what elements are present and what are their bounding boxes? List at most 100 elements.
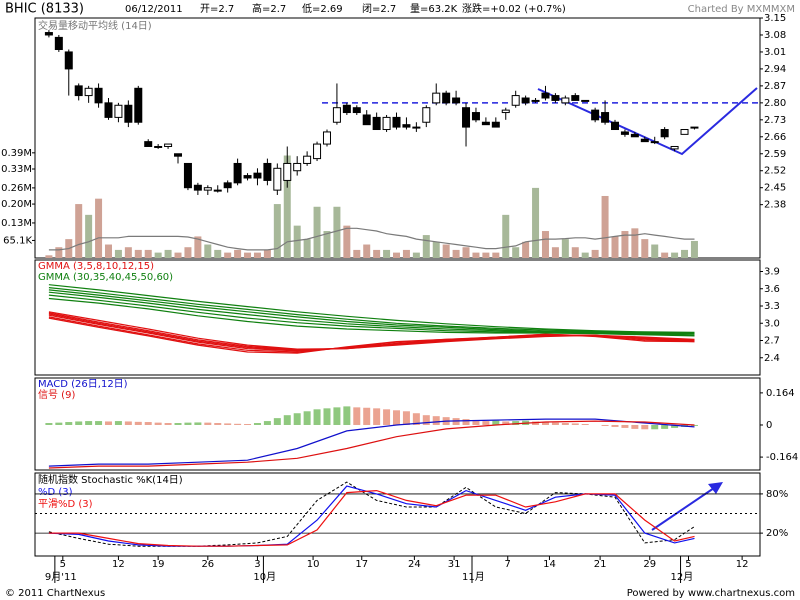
y-tick-label: 3.01 <box>764 47 786 58</box>
volume-bar <box>95 198 103 258</box>
candle-body <box>452 97 461 104</box>
x-tick-label: 12 <box>112 559 125 570</box>
volume-bar <box>104 244 112 258</box>
candle-body <box>402 124 411 128</box>
candle-body <box>581 99 590 102</box>
candle-body <box>174 153 183 157</box>
x-tick-label: 21 <box>594 559 607 570</box>
y-tick-label: 3.15 <box>764 13 786 24</box>
x-tick-label: 3 <box>254 559 260 570</box>
volume-bar <box>611 236 619 258</box>
panel-frame <box>34 377 761 471</box>
arrow-head <box>708 482 723 494</box>
panel-frame <box>34 259 761 376</box>
candle-body <box>561 97 570 104</box>
y-tick-label: 0.13M <box>1 218 32 229</box>
legend-entry: 平滑%D (3) <box>38 498 93 510</box>
volume-bar <box>55 247 63 258</box>
volume-bar <box>651 244 659 258</box>
y-tick-label: 0.26M <box>1 183 32 194</box>
y-tick-label: 2.4 <box>764 353 780 364</box>
histogram-bar <box>234 423 242 425</box>
volume-bar <box>234 249 242 258</box>
month-label: 12月 <box>671 571 694 583</box>
month-label: 11月 <box>462 571 485 583</box>
histogram-bar <box>482 421 490 425</box>
candle-body <box>313 143 322 160</box>
x-tick-label: 12 <box>736 559 749 570</box>
histogram-bar <box>621 424 629 428</box>
volume-bar <box>581 252 589 258</box>
y-tick-label: 2.52 <box>764 166 786 177</box>
gmma-line <box>48 284 695 333</box>
candle-body <box>124 104 133 123</box>
y-tick-label: 2.80 <box>764 98 786 109</box>
candle-body <box>501 109 510 114</box>
histogram-bar <box>323 408 331 425</box>
volume-bar <box>571 247 579 258</box>
candle-body <box>293 162 302 172</box>
candle-body <box>223 182 232 189</box>
candle-body <box>362 114 371 126</box>
candle-body <box>611 121 619 131</box>
candle-body <box>213 189 222 192</box>
volume-bar <box>363 244 371 258</box>
histogram-bar <box>492 420 500 425</box>
candle-body <box>273 167 282 191</box>
histogram-bar <box>204 422 212 425</box>
histogram-bar <box>144 422 152 425</box>
volume-bar <box>283 155 291 258</box>
candle-body <box>64 51 73 70</box>
x-tick-label: 5 <box>685 559 691 570</box>
y-tick-label: 3.0 <box>764 318 780 329</box>
histogram-bar <box>412 413 420 425</box>
histogram-bar <box>303 411 311 425</box>
macd-line <box>48 420 695 469</box>
histogram-bar <box>184 422 192 425</box>
macd-line <box>48 418 695 467</box>
footer: Powered by www.chartnexus.com <box>627 588 795 599</box>
volume-bar <box>293 225 301 258</box>
histogram-bar <box>343 406 351 425</box>
histogram-bar <box>383 409 391 425</box>
candle-body <box>670 145 679 150</box>
y-tick-label: 2.45 <box>764 183 786 194</box>
month-label: 10月 <box>253 571 276 583</box>
histogram-bar <box>432 416 440 425</box>
x-tick-label: 14 <box>543 559 556 570</box>
x-tick-label: 31 <box>448 559 461 570</box>
volume-bar <box>462 247 470 258</box>
candle-body <box>104 102 113 118</box>
chart-title: BHIC (8133) <box>5 2 84 17</box>
info: 开=2.7 <box>200 4 234 15</box>
panel-label: 随机指数 Stochastic %K(14日) <box>38 473 183 486</box>
histogram-bar <box>75 421 83 425</box>
histogram-bar <box>472 420 480 425</box>
volume-bar <box>492 252 500 258</box>
panel-frame <box>34 472 761 557</box>
candle-body <box>372 116 381 131</box>
volume-bar <box>373 249 381 258</box>
histogram-bar <box>611 424 619 427</box>
candle-body <box>144 141 153 147</box>
volume-bar <box>402 249 410 258</box>
y-tick-label: 2.66 <box>764 132 786 143</box>
histogram-bar <box>661 424 669 429</box>
histogram-bar <box>104 421 112 425</box>
histogram-bar <box>373 408 381 425</box>
info: 涨跌=+0.02 (+0.7%) <box>462 2 566 15</box>
histogram-bar <box>313 409 321 425</box>
volume-bar <box>532 187 540 258</box>
candle-body <box>332 107 341 123</box>
histogram-bar <box>253 423 261 425</box>
histogram-bar <box>462 419 470 425</box>
info: 高=2.7 <box>252 2 286 15</box>
candle-body <box>193 184 202 191</box>
y-tick-label: 2.7 <box>764 336 780 347</box>
volume-bar <box>452 249 460 258</box>
histogram-bar <box>651 424 659 430</box>
y-tick-label: 2.94 <box>764 64 786 75</box>
legend-entry: 信号 (9) <box>38 389 75 401</box>
y-tick-label: 65.1K <box>3 235 32 246</box>
